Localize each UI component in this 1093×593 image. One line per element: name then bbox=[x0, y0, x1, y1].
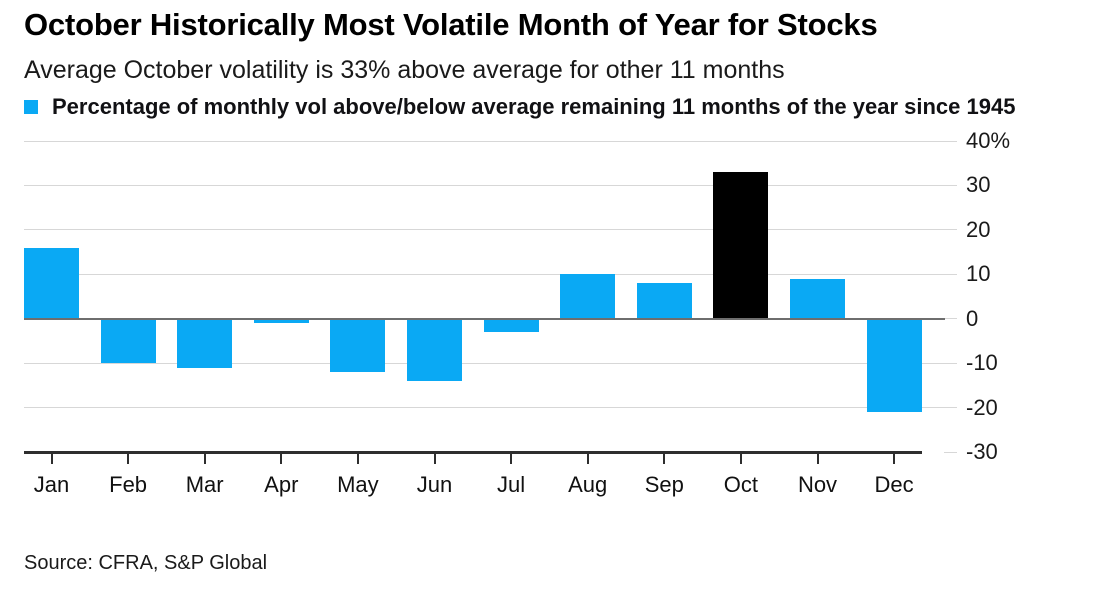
x-tick bbox=[586, 453, 589, 464]
x-axis-label-aug: Aug bbox=[568, 472, 608, 497]
x-axis-label-feb: Feb bbox=[109, 472, 148, 497]
chart-title: October Historically Most Volatile Month… bbox=[24, 7, 878, 42]
x-axis-label-apr: Apr bbox=[264, 472, 299, 497]
y-axis-label: -30 bbox=[966, 439, 998, 464]
source-note: Source: CFRA, S&P Global bbox=[24, 552, 268, 574]
x-axis-label-jun: Jun bbox=[416, 472, 453, 497]
x-tick bbox=[663, 453, 666, 464]
y-axis-label: 30 bbox=[966, 172, 991, 198]
bar-feb bbox=[100, 318, 156, 364]
x-tick bbox=[50, 453, 53, 464]
gridline bbox=[24, 362, 957, 364]
bar-sep bbox=[636, 283, 692, 319]
legend-label: Percentage of monthly vol above/below av… bbox=[52, 94, 1016, 119]
bar-aug bbox=[560, 274, 616, 319]
gridline bbox=[24, 273, 957, 275]
legend-swatch-icon bbox=[24, 99, 38, 114]
bar-oct bbox=[713, 172, 769, 319]
x-axis-label-may: May bbox=[337, 472, 379, 497]
y-axis-label: 10 bbox=[966, 261, 991, 287]
bar-may bbox=[330, 318, 386, 373]
y-axis-label: 40% bbox=[966, 128, 1011, 153]
x-tick bbox=[203, 453, 206, 464]
x-tick bbox=[356, 453, 359, 464]
y-axis-label: -20 bbox=[966, 394, 998, 420]
y-axis-label: 20 bbox=[966, 216, 991, 242]
y-axis-label: 0 bbox=[966, 305, 979, 331]
x-axis-label-jul: Jul bbox=[497, 472, 526, 497]
x-axis-line bbox=[24, 450, 922, 454]
x-tick bbox=[280, 453, 283, 464]
bar-jul bbox=[483, 318, 539, 333]
gridline bbox=[24, 407, 957, 409]
bar-jun bbox=[407, 318, 462, 381]
bar-apr bbox=[253, 318, 309, 324]
y-axis-label: -10 bbox=[966, 350, 998, 376]
x-tick bbox=[893, 453, 896, 464]
x-axis-label-sep: Sep bbox=[644, 472, 684, 497]
bar-mar bbox=[177, 318, 233, 368]
x-axis-label-mar: Mar bbox=[185, 472, 224, 497]
x-tick bbox=[739, 453, 742, 464]
x-tick bbox=[816, 453, 819, 464]
x-tick bbox=[433, 453, 436, 464]
x-axis-label-jan: Jan bbox=[33, 472, 70, 497]
bar-dec bbox=[866, 318, 922, 412]
gridline-stub bbox=[944, 451, 957, 453]
bar-jan bbox=[24, 247, 79, 319]
chart-legend: Percentage of monthly vol above/below av… bbox=[24, 93, 1015, 120]
gridline bbox=[24, 229, 957, 231]
gridline bbox=[24, 184, 957, 186]
x-tick bbox=[510, 453, 513, 464]
chart-subtitle: Average October volatility is 33% above … bbox=[24, 56, 785, 84]
bar-nov bbox=[790, 278, 845, 319]
x-tick bbox=[127, 453, 130, 464]
x-axis-label-dec: Dec bbox=[874, 472, 914, 497]
zero-axis-line bbox=[24, 317, 945, 320]
gridline bbox=[24, 140, 957, 142]
x-axis-label-oct: Oct bbox=[723, 472, 758, 497]
x-axis-label-nov: Nov bbox=[797, 472, 838, 497]
